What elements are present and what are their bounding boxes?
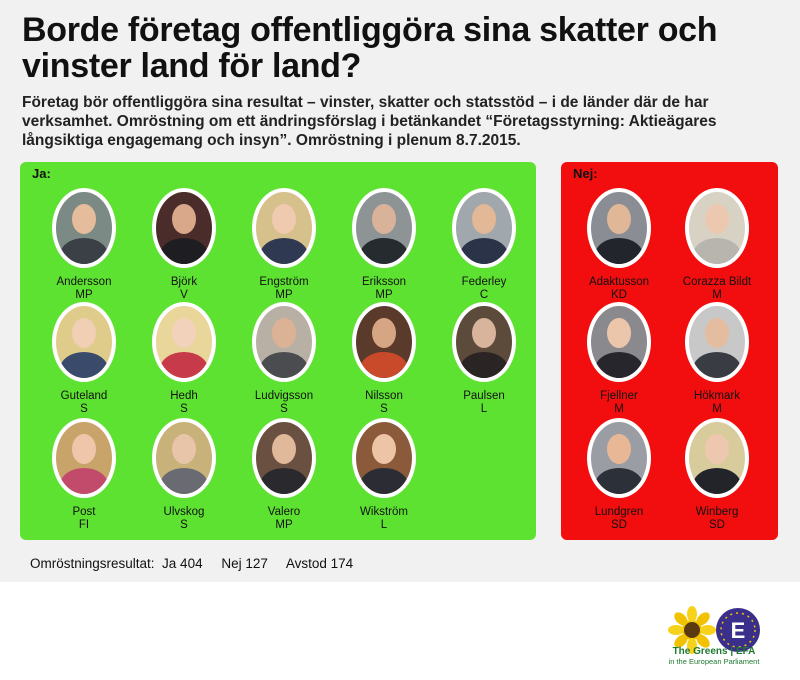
- member-card: Federley C: [434, 188, 534, 302]
- page-title: Borde företag offentliggöra sina skatter…: [22, 11, 718, 85]
- member-name: Hedh: [170, 390, 198, 402]
- portrait-photo: [352, 302, 416, 382]
- member-party: C: [479, 289, 489, 301]
- member-party: MP: [275, 519, 293, 531]
- portrait-photo: [587, 418, 651, 498]
- member-party: MP: [375, 289, 393, 301]
- member-party: SD: [611, 519, 627, 531]
- portrait-photo: [352, 418, 416, 498]
- member-card: Andersson MP: [34, 188, 134, 302]
- ja-panel: Ja: Andersson MP Björk V Engström MP Eri…: [20, 162, 536, 540]
- logo-subtitle: in the European Parliament: [668, 657, 760, 666]
- portrait-photo: [352, 188, 416, 268]
- member-name: Valero: [267, 506, 301, 518]
- member-card: Valero MP: [234, 418, 334, 532]
- member-party: M: [712, 289, 722, 301]
- member-name: Wikström: [360, 506, 408, 518]
- portrait-photo: [52, 418, 116, 498]
- member-card: Lundgren SD: [569, 418, 669, 532]
- member-party: S: [280, 403, 288, 415]
- member-party: KD: [611, 289, 627, 301]
- member-card: Engström MP: [234, 188, 334, 302]
- member-party: S: [180, 519, 188, 531]
- member-party: M: [712, 403, 722, 415]
- portrait-photo: [252, 418, 316, 498]
- efa-emblem-icon: E: [716, 608, 760, 652]
- vote-result: Omröstningsresultat: Ja 404 Nej 127 Avst…: [30, 556, 354, 571]
- member-name: Fjellner: [600, 390, 638, 402]
- member-party: SD: [709, 519, 725, 531]
- nej-panel: Nej: Adaktusson KD Corazza Bildt M Fjell…: [561, 162, 778, 540]
- portrait-photo: [587, 188, 651, 268]
- svg-text:E: E: [731, 618, 746, 643]
- intro-text: Företag bör offentliggöra sina resultat …: [22, 94, 717, 149]
- member-card: Eriksson MP: [334, 188, 434, 302]
- portrait-photo: [685, 302, 749, 382]
- footer-area: [0, 582, 800, 680]
- member-card: Hökmark M: [667, 302, 767, 416]
- member-name: Engström: [259, 276, 309, 288]
- member-party: L: [480, 403, 488, 415]
- portrait-photo: [52, 188, 116, 268]
- member-card: Fjellner M: [569, 302, 669, 416]
- member-party: S: [80, 403, 88, 415]
- member-card: Nilsson S: [334, 302, 434, 416]
- member-card: Adaktusson KD: [569, 188, 669, 302]
- member-party: MP: [75, 289, 93, 301]
- portrait-photo: [685, 188, 749, 268]
- member-card: Björk V: [134, 188, 234, 302]
- member-card: Winberg SD: [667, 418, 767, 532]
- portrait-photo: [152, 418, 216, 498]
- member-name: Lundgren: [594, 506, 644, 518]
- member-name: Adaktusson: [588, 276, 650, 288]
- portrait-photo: [452, 188, 516, 268]
- member-card: Ulvskog S: [134, 418, 234, 532]
- member-card: Wikström L: [334, 418, 434, 532]
- portrait-photo: [685, 418, 749, 498]
- member-name: Eriksson: [361, 276, 407, 288]
- member-party: S: [380, 403, 388, 415]
- member-name: Björk: [170, 276, 198, 288]
- ja-label: Ja:: [32, 166, 51, 181]
- member-party: FI: [78, 519, 90, 531]
- member-party: L: [380, 519, 388, 531]
- member-party: M: [614, 403, 624, 415]
- member-card: Guteland S: [34, 302, 134, 416]
- member-card: Paulsen L: [434, 302, 534, 416]
- member-name: Andersson: [56, 276, 112, 288]
- member-name: Corazza Bildt: [682, 276, 752, 288]
- member-party: S: [180, 403, 188, 415]
- member-name: Guteland: [60, 390, 108, 402]
- logo-caption: The Greens | EFA in the European Parliam…: [664, 646, 764, 666]
- logo-brand: The Greens | EFA: [672, 646, 756, 657]
- member-name: Federley: [461, 276, 507, 288]
- sunflower-icon: [668, 606, 716, 654]
- portrait-photo: [452, 302, 516, 382]
- member-party: MP: [275, 289, 293, 301]
- member-name: Winberg: [695, 506, 739, 518]
- member-name: Ludvigsson: [254, 390, 314, 402]
- portrait-photo: [52, 302, 116, 382]
- portrait-photo: [252, 188, 316, 268]
- member-name: Paulsen: [463, 390, 505, 402]
- member-name: Ulvskog: [163, 506, 205, 518]
- member-card: Ludvigsson S: [234, 302, 334, 416]
- member-name: Nilsson: [365, 390, 403, 402]
- member-party: V: [180, 289, 188, 301]
- member-name: Hökmark: [693, 390, 740, 402]
- member-card: Hedh S: [134, 302, 234, 416]
- portrait-photo: [252, 302, 316, 382]
- greens-efa-logo: E: [668, 606, 760, 654]
- nej-label: Nej:: [573, 166, 598, 181]
- portrait-photo: [587, 302, 651, 382]
- member-card: Post FI: [34, 418, 134, 532]
- portrait-photo: [152, 188, 216, 268]
- member-name: Post: [72, 506, 96, 518]
- member-card: Corazza Bildt M: [667, 188, 767, 302]
- portrait-photo: [152, 302, 216, 382]
